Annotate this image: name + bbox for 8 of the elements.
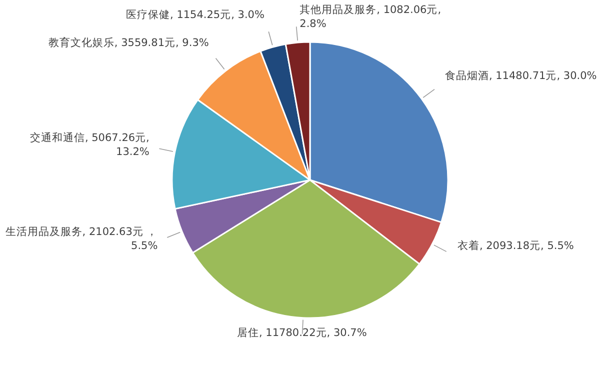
slice-label: 其他用品及服务, 1082.06元, 2.8% xyxy=(300,2,442,31)
slice-label: 医疗保健, 1154.25元, 3.0% xyxy=(125,8,264,22)
slice-label: 交通和通信, 5067.26元, 13.2% xyxy=(28,131,150,160)
slice-label: 食品烟酒, 11480.71元, 30.0% xyxy=(444,68,598,83)
slice-label: 衣着, 2093.18元, 5.5% xyxy=(457,239,575,254)
slice-label: 教育文化娱乐, 3559.81元, 9.3% xyxy=(47,36,209,50)
slice-label: 生活用品及服务, 2102.63元 ， 5.5% xyxy=(4,224,158,252)
slice-label: 居住, 11780.22元, 30.7% xyxy=(236,326,368,340)
